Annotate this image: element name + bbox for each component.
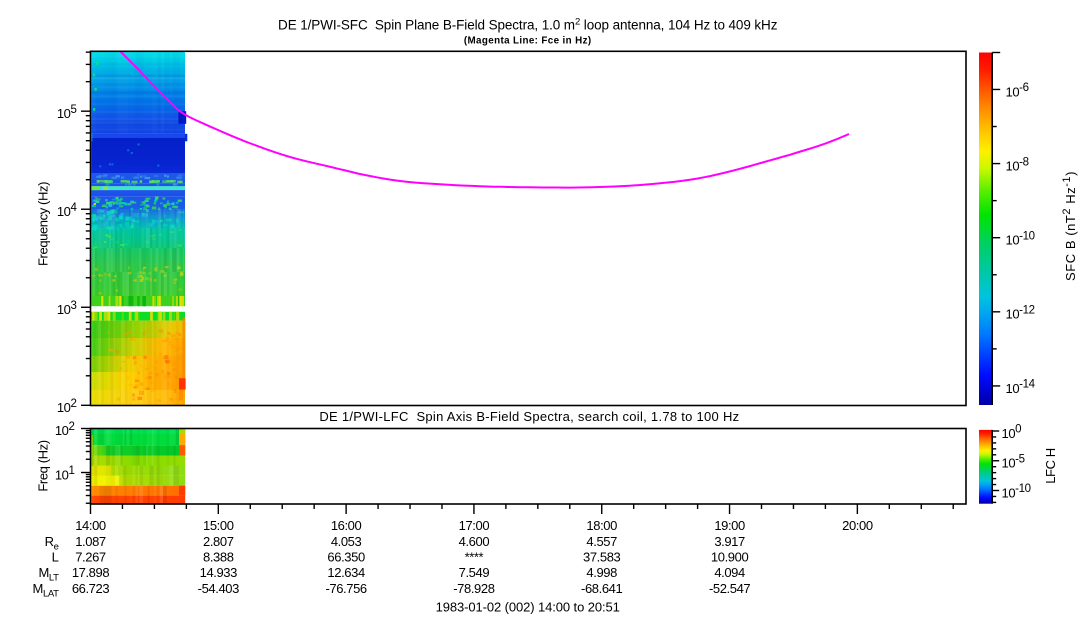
svg-text:L: L bbox=[52, 550, 59, 565]
svg-text:12.634: 12.634 bbox=[327, 565, 365, 580]
svg-text:4.053: 4.053 bbox=[331, 534, 362, 549]
svg-text:17.898: 17.898 bbox=[72, 565, 110, 580]
svg-text:18:00: 18:00 bbox=[586, 518, 617, 533]
svg-text:15:00: 15:00 bbox=[203, 518, 234, 533]
svg-text:****: **** bbox=[465, 550, 484, 565]
svg-text:Freq (Hz): Freq (Hz) bbox=[36, 440, 51, 491]
svg-text:SFC B (nT2 Hz-1): SFC B (nT2 Hz-1) bbox=[1061, 171, 1078, 281]
svg-text:-54.403: -54.403 bbox=[198, 581, 239, 596]
svg-text:66.723: 66.723 bbox=[72, 581, 110, 596]
svg-text:16:00: 16:00 bbox=[331, 518, 362, 533]
svg-text:3.917: 3.917 bbox=[714, 534, 745, 549]
svg-text:1.087: 1.087 bbox=[75, 534, 106, 549]
svg-text:8.388: 8.388 bbox=[203, 550, 234, 565]
svg-text:37.583: 37.583 bbox=[583, 550, 621, 565]
svg-text:19:00: 19:00 bbox=[714, 518, 745, 533]
svg-text:4.557: 4.557 bbox=[586, 534, 617, 549]
svg-text:DE 1/PWI-LFC Spin Axis B-Fiel: DE 1/PWI-LFC Spin Axis B-Field Spectra, … bbox=[319, 409, 739, 424]
svg-text:-68.641: -68.641 bbox=[581, 581, 622, 596]
svg-text:4.998: 4.998 bbox=[586, 565, 617, 580]
svg-text:(Magenta Line: Fce in Hz): (Magenta Line: Fce in Hz) bbox=[464, 35, 592, 46]
svg-text:10.900: 10.900 bbox=[711, 550, 749, 565]
svg-text:1983-01-02 (002) 14:00 to 20:5: 1983-01-02 (002) 14:00 to 20:51 bbox=[436, 599, 620, 614]
svg-text:4.600: 4.600 bbox=[459, 534, 490, 549]
svg-text:-78.928: -78.928 bbox=[453, 581, 494, 596]
svg-text:Frequency (Hz): Frequency (Hz) bbox=[36, 182, 51, 266]
svg-text:LFC H: LFC H bbox=[1043, 448, 1058, 484]
svg-text:20:00: 20:00 bbox=[842, 518, 873, 533]
svg-text:14.933: 14.933 bbox=[200, 565, 238, 580]
svg-text:-76.756: -76.756 bbox=[325, 581, 366, 596]
svg-text:4.094: 4.094 bbox=[714, 565, 745, 580]
svg-text:17:00: 17:00 bbox=[459, 518, 490, 533]
svg-text:-52.547: -52.547 bbox=[709, 581, 750, 596]
svg-text:7.267: 7.267 bbox=[75, 550, 106, 565]
svg-text:14:00: 14:00 bbox=[75, 518, 106, 533]
svg-text:DE 1/PWI-SFC Spin Plane B-Fie: DE 1/PWI-SFC Spin Plane B-Field Spectra,… bbox=[278, 17, 778, 33]
svg-text:7.549: 7.549 bbox=[459, 565, 490, 580]
svg-text:66.350: 66.350 bbox=[327, 550, 365, 565]
svg-text:2.807: 2.807 bbox=[203, 534, 234, 549]
